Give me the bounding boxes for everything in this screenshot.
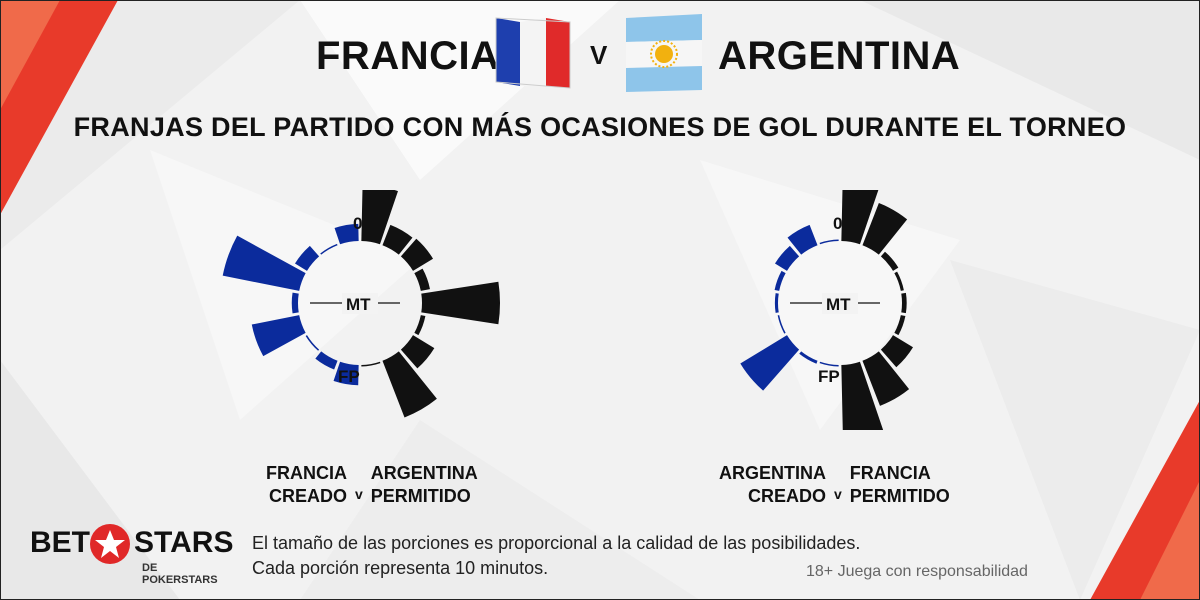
allowed-wedge-1 (334, 223, 359, 245)
created-wedge-4 (414, 268, 430, 291)
logo-star-icon (90, 524, 130, 564)
allowed-wedge-3 (294, 245, 320, 271)
half-time-label: MT (826, 295, 851, 314)
logo-text-left: BET (30, 526, 90, 559)
allowed-wedge-9 (333, 361, 359, 386)
created-wedge-5 (901, 292, 907, 314)
caption-france: FRANCIA CREADO v ARGENTINA PERMITIDO (266, 462, 478, 508)
argentina-flag-icon (626, 14, 702, 92)
caption-argentina: ARGENTINA CREADO v FRANCIA PERMITIDO (719, 462, 950, 508)
half-time-label: MT (346, 295, 371, 314)
caption-right-role: PERMITIDO (370, 486, 471, 506)
end-label: FP (338, 367, 360, 386)
created-wedge-7 (880, 335, 914, 368)
footnote-line-2: Cada porción representa 10 minutos. (252, 558, 549, 578)
start-label: 0 (353, 214, 362, 233)
created-wedge-5 (421, 281, 500, 325)
created-wedge-1 (361, 190, 398, 245)
caption-right-role: PERMITIDO (849, 486, 950, 506)
allowed-wedge-2 (787, 224, 818, 255)
allowed-wedge-2 (320, 243, 338, 255)
created-wedge-6 (414, 315, 426, 336)
end-label: FP (818, 367, 840, 386)
radial-chart-argentina: MT 0 FP (740, 190, 914, 430)
allowed-wedge-9 (819, 361, 839, 367)
created-wedge-2 (862, 203, 908, 255)
caption-left-team: ARGENTINA (719, 463, 826, 483)
logo-subtext: DE POKERSTARS (142, 562, 218, 586)
created-wedge-3 (880, 251, 899, 271)
caption-left-role: CREADO (747, 486, 826, 506)
created-wedge-2 (382, 224, 413, 255)
betstars-logo: BET STARS DE POKERSTARS (30, 522, 234, 586)
half-time-label-bg (822, 293, 858, 314)
chart-subtitle: FRANJAS DEL PARTIDO CON MÁS OCASIONES DE… (73, 112, 1127, 142)
caption-vs: v (834, 486, 842, 502)
allowed-wedge-5 (774, 293, 779, 313)
radial-chart-france: MT 0 FP (222, 190, 500, 418)
half-time-label-bg (342, 293, 378, 314)
vs-label: V (590, 40, 608, 70)
caption-right-team: FRANCIA (849, 463, 931, 483)
allowed-wedge-5 (291, 292, 299, 314)
created-wedge-6 (894, 315, 906, 336)
logo-text-right: STARS (134, 526, 234, 559)
allowed-wedge-1 (819, 239, 839, 245)
created-wedge-3 (400, 238, 434, 271)
allowed-wedge-3 (774, 245, 800, 271)
allowed-wedge-6 (777, 315, 786, 334)
created-wedge-1 (841, 190, 879, 245)
responsible-gambling-note: 18+ Juega con responsabilidad (806, 563, 1028, 580)
team-right-title: ARGENTINA (718, 34, 961, 78)
france-flag-icon (495, 17, 571, 89)
created-wedge-8 (382, 351, 437, 418)
allowed-wedge-7 (740, 335, 800, 391)
allowed-wedge-6 (251, 315, 306, 357)
footnote-line-1: El tamaño de las porciones es proporcion… (252, 533, 861, 553)
created-wedge-8 (862, 351, 910, 406)
team-left-title: FRANCIA (316, 34, 500, 78)
allowed-wedge-8 (799, 351, 818, 364)
start-label: 0 (833, 214, 842, 233)
caption-left-team: FRANCIA (266, 463, 347, 483)
created-wedge-4 (894, 271, 904, 291)
created-wedge-7 (400, 335, 435, 369)
caption-right-team: ARGENTINA (370, 463, 478, 483)
footnote: El tamaño de las porciones es proporcion… (252, 531, 860, 581)
allowed-wedge-8 (315, 351, 338, 370)
caption-vs: v (355, 486, 363, 502)
created-wedge-9 (841, 361, 884, 430)
allowed-wedge-4 (774, 270, 786, 291)
allowed-wedge-4 (222, 235, 306, 291)
created-wedge-9 (361, 361, 381, 367)
allowed-wedge-7 (305, 335, 320, 351)
caption-left-role: CREADO (268, 486, 347, 506)
